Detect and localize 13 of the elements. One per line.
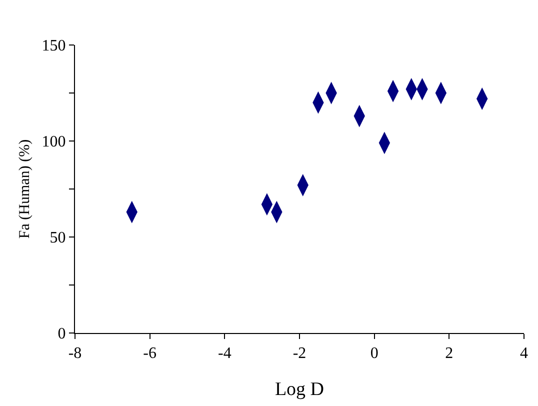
x-tick-label: 2 [445, 345, 454, 362]
x-tick-label: 0 [370, 345, 378, 362]
x-tick-label: -8 [68, 345, 82, 362]
x-tick-label: 4 [520, 345, 528, 362]
y-axis-title: Fa (Human) (%) [17, 139, 34, 239]
x-tick-label: -6 [143, 345, 156, 362]
y-tick-label: 100 [42, 134, 66, 151]
y-tick-label: 150 [42, 38, 66, 55]
y-tick-label: 0 [58, 326, 66, 343]
y-tick-label: 50 [50, 230, 66, 247]
x-tick-label: -2 [292, 345, 306, 362]
x-axis-title: Log D [274, 379, 324, 400]
x-tick-label: -4 [218, 345, 232, 362]
